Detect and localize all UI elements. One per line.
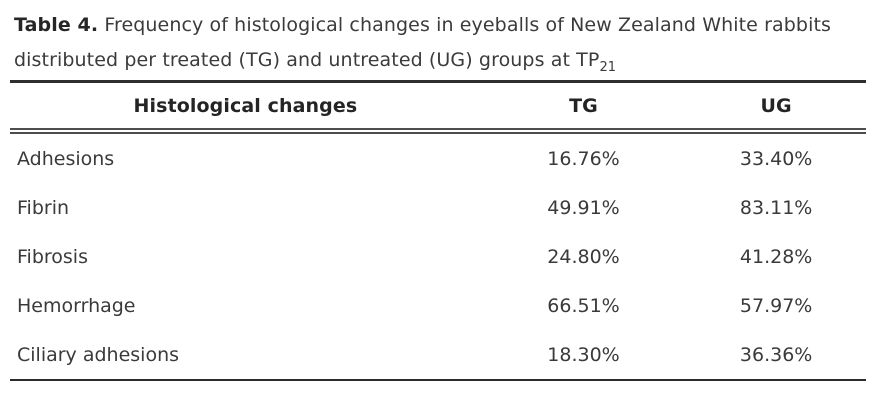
column-header-ug: UG bbox=[686, 80, 866, 134]
row-label: Adhesions bbox=[17, 147, 115, 170]
tg-value: 16.76% bbox=[547, 147, 620, 170]
table-row: Fibrin 49.91% 83.11% bbox=[10, 183, 866, 232]
table-row: Ciliary adhesions 18.30% 36.36% bbox=[10, 330, 866, 380]
ug-value: 83.11% bbox=[739, 196, 813, 219]
ug-value: 36.36% bbox=[739, 343, 813, 366]
ug-value: 33.40% bbox=[739, 147, 813, 170]
tg-value: 18.30% bbox=[547, 343, 620, 366]
ug-value: 57.97% bbox=[739, 294, 813, 317]
tg-value: 24.80% bbox=[547, 245, 620, 268]
tg-value: 49.91% bbox=[547, 196, 620, 219]
ug-value: 41.28% bbox=[739, 245, 813, 268]
column-header-histological-changes: Histological changes bbox=[10, 80, 481, 134]
row-label: Hemorrhage bbox=[17, 294, 136, 317]
row-label: Fibrosis bbox=[17, 245, 88, 268]
histology-table: Histological changes TG UG Adhesions 16.… bbox=[10, 80, 866, 381]
row-label: Ciliary adhesions bbox=[17, 343, 180, 366]
caption-subscript: 21 bbox=[599, 59, 617, 75]
caption-text-line1: Frequency of histological changes in eye… bbox=[104, 14, 831, 36]
table-row: Fibrosis 24.80% 41.28% bbox=[10, 232, 866, 281]
column-header-tg: TG bbox=[480, 80, 687, 134]
tg-value: 66.51% bbox=[547, 294, 620, 317]
table-row: Adhesions 16.76% 33.40% bbox=[10, 131, 866, 183]
table-caption: Table 4. Frequency of histological chang… bbox=[10, 8, 866, 78]
document-page: Table 4. Frequency of histological chang… bbox=[10, 8, 866, 381]
caption-text-line2: distributed per treated (TG) and untreat… bbox=[14, 49, 600, 71]
table-header-row: Histological changes TG UG bbox=[10, 80, 866, 134]
row-label: Fibrin bbox=[17, 196, 70, 219]
table-row: Hemorrhage 66.51% 57.97% bbox=[10, 281, 866, 330]
caption-label: Table 4. bbox=[14, 14, 99, 36]
